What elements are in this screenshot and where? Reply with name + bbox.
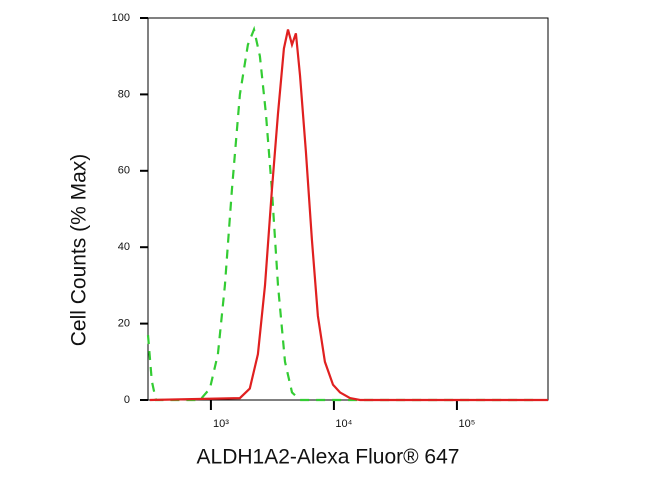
plot-frame [147, 17, 549, 401]
x-axis-label: ALDH1A2-Alexa Fluor® 647 [197, 446, 460, 469]
series-line [149, 29, 548, 402]
x-tick-label: 10⁵ [459, 418, 476, 430]
y-tick-label: 40 [118, 241, 130, 253]
series-line [146, 25, 540, 402]
y-tick-label: 80 [118, 88, 130, 100]
x-tick-label: 10³ [213, 418, 229, 430]
x-tick-label: 10⁴ [335, 418, 352, 430]
y-axis-label: Cell Counts (% Max) [68, 154, 91, 347]
y-tick-label: 20 [118, 318, 130, 330]
y-tick-label: 0 [124, 394, 130, 406]
y-tick-label: 100 [112, 12, 130, 24]
y-tick-label: 60 [118, 165, 130, 177]
